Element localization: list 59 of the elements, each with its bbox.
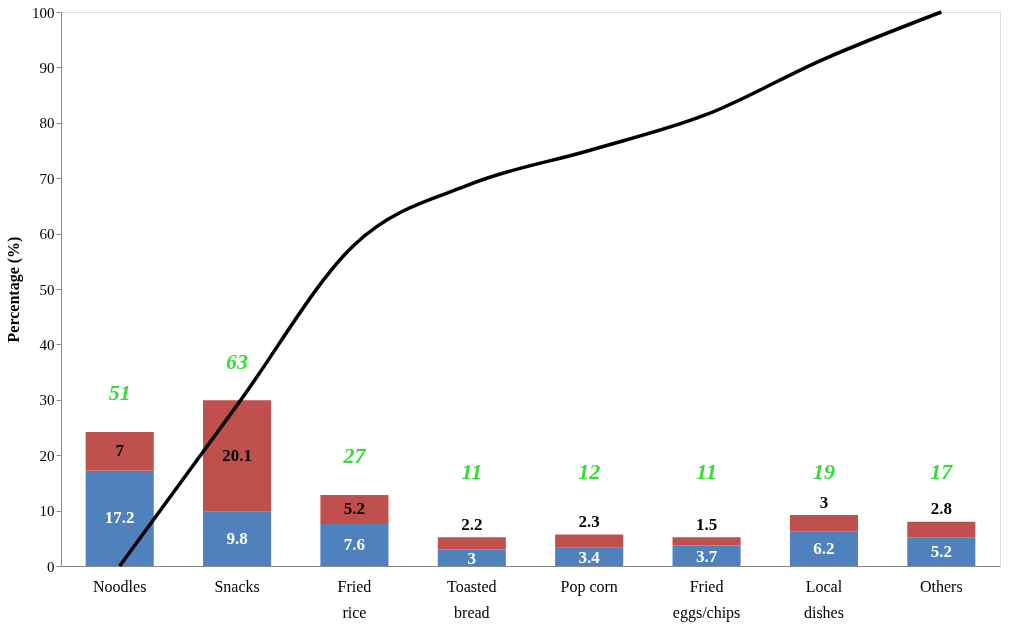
annotation: 27: [342, 443, 367, 469]
x-tick-label: Fried rice: [337, 577, 372, 621]
data-label: 2.3: [578, 512, 600, 532]
y-tick-label: 90: [39, 59, 55, 76]
y-tick-label: 20: [39, 447, 55, 464]
x-tick-label: Fried eggs/chips: [672, 577, 741, 622]
data-label: 3.4: [578, 547, 601, 567]
bar: [672, 537, 741, 546]
y-tick-label: 30: [39, 392, 55, 409]
bar: [85, 470, 154, 566]
x-tick-label: Toasted bread: [447, 577, 497, 621]
y-axis-title: Percentage (%): [5, 236, 23, 343]
bar: [203, 400, 272, 512]
data-label: 7: [115, 441, 125, 461]
bar: [907, 537, 976, 566]
data-label: 3: [467, 548, 477, 568]
data-label: 1.5: [695, 514, 718, 534]
bar: [320, 523, 389, 566]
bar: [555, 547, 624, 566]
bar: [437, 549, 506, 566]
data-label: 2.2: [461, 514, 483, 534]
annotation: 11: [696, 458, 717, 484]
bar: [203, 511, 272, 566]
y-tick-label: 100: [32, 4, 55, 21]
data-label: 17.2: [104, 508, 135, 528]
data-label: 3.7: [695, 546, 718, 566]
x-tick-label: Local dishes: [803, 577, 844, 621]
data-label: 9.8: [226, 528, 248, 548]
y-tick-label: 40: [39, 336, 55, 353]
x-tick-label: Snacks: [214, 577, 260, 595]
bar: [789, 531, 858, 566]
y-tick-label: 80: [39, 115, 55, 132]
y-tick-label: 50: [39, 281, 55, 298]
annotation: 51: [108, 380, 131, 406]
y-tick-label: 60: [39, 226, 55, 243]
data-label: 5.2: [930, 541, 952, 561]
data-label: 6.2: [813, 538, 835, 558]
y-tick-label: 0: [47, 558, 55, 575]
data-label: 2.8: [930, 499, 952, 519]
annotation: 17: [930, 458, 954, 484]
bar: [320, 495, 389, 524]
annotation: 11: [461, 458, 483, 484]
bar: [437, 537, 506, 550]
data-label: 7.6: [343, 534, 366, 554]
y-tick-label: 10: [39, 503, 55, 520]
bar: [85, 431, 154, 471]
x-tick-label: Pop corn: [560, 577, 618, 596]
annotation: 63: [226, 348, 249, 374]
bar: [789, 515, 858, 532]
data-label: 5.2: [343, 499, 366, 519]
data-label: 3: [819, 492, 829, 512]
x-tick-label: Others: [919, 577, 963, 595]
y-tick-label: 70: [39, 170, 55, 187]
bar: [907, 521, 976, 538]
annotation: 12: [578, 458, 601, 484]
bar: [555, 534, 624, 548]
data-label: 20.1: [222, 446, 252, 466]
x-tick-label: Noodles: [93, 577, 147, 595]
annotation: 19: [812, 458, 835, 484]
